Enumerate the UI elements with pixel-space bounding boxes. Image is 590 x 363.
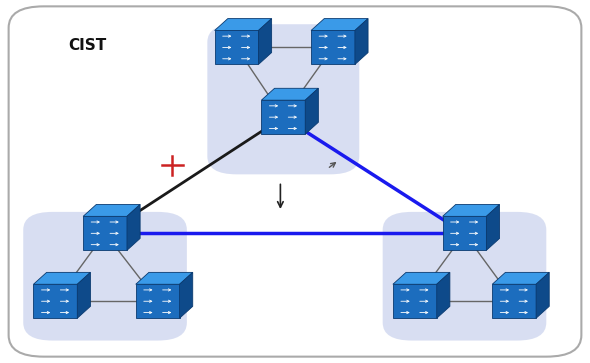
- Polygon shape: [215, 19, 271, 30]
- Polygon shape: [492, 284, 536, 318]
- Polygon shape: [305, 88, 319, 134]
- Text: CIST: CIST: [68, 38, 107, 53]
- Polygon shape: [437, 272, 450, 318]
- Polygon shape: [83, 216, 127, 250]
- Polygon shape: [83, 204, 140, 216]
- Polygon shape: [179, 272, 193, 318]
- FancyBboxPatch shape: [383, 212, 546, 340]
- Polygon shape: [536, 272, 549, 318]
- FancyBboxPatch shape: [207, 24, 359, 174]
- Polygon shape: [258, 19, 271, 65]
- Polygon shape: [492, 272, 549, 284]
- Polygon shape: [486, 204, 500, 250]
- Polygon shape: [136, 272, 193, 284]
- Polygon shape: [261, 88, 319, 100]
- FancyBboxPatch shape: [23, 212, 187, 340]
- Polygon shape: [442, 204, 500, 216]
- Polygon shape: [34, 272, 90, 284]
- Polygon shape: [77, 272, 90, 318]
- Polygon shape: [311, 19, 368, 30]
- Polygon shape: [261, 100, 305, 134]
- Polygon shape: [393, 284, 437, 318]
- Polygon shape: [311, 30, 355, 65]
- Polygon shape: [355, 19, 368, 65]
- Polygon shape: [442, 216, 486, 250]
- FancyBboxPatch shape: [9, 6, 581, 357]
- Polygon shape: [393, 272, 450, 284]
- Polygon shape: [34, 284, 77, 318]
- Polygon shape: [215, 30, 258, 65]
- Polygon shape: [136, 284, 179, 318]
- Polygon shape: [127, 204, 140, 250]
